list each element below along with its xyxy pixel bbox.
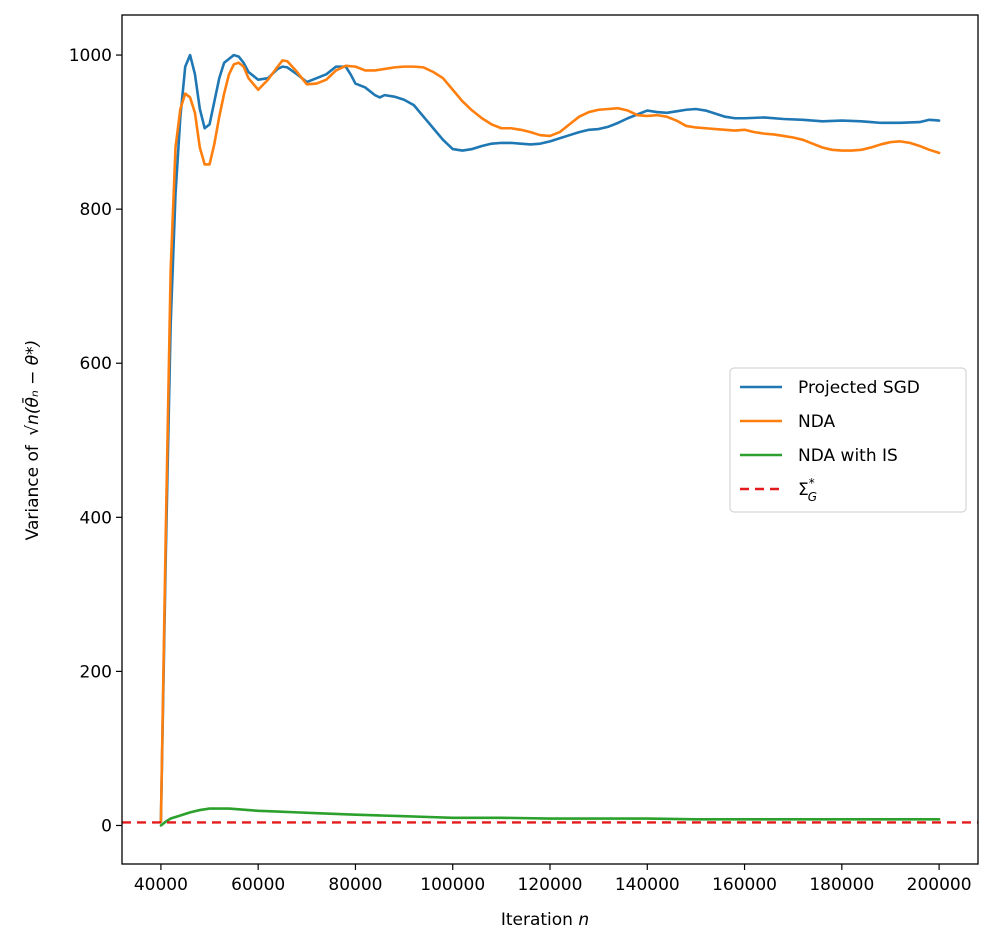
x-tick-label: 80000 <box>328 875 382 895</box>
legend: Projected SGD NDA NDA with IS Σ* G <box>729 367 967 513</box>
y-tick-label: 800 <box>80 200 112 220</box>
series-layer <box>122 53 978 827</box>
x-axis: 40000 60000 80000 100000 120000 140000 160000 1… <box>134 864 972 895</box>
x-tick-label: 100000 <box>420 875 485 895</box>
x-tick-label: 60000 <box>231 875 285 895</box>
legend-label: Σ* G <box>798 476 817 504</box>
y-tick-label: 0 <box>101 816 112 836</box>
series-line-projected-sgd <box>159 53 941 823</box>
x-tick-label: 120000 <box>518 875 583 895</box>
y-axis-title: Variance of √n(θ̄ₙ − θ*) <box>21 340 43 541</box>
y-axis: 0 200 400 600 800 1000 <box>69 46 122 836</box>
series-line-nda <box>159 59 941 823</box>
x-tick-label: 180000 <box>809 875 874 895</box>
x-tick-label: 140000 <box>615 875 680 895</box>
y-tick-label: 200 <box>80 662 112 682</box>
legend-label: Projected SGD <box>798 378 920 398</box>
x-tick-label: 200000 <box>907 875 972 895</box>
legend-label: NDA with IS <box>798 446 898 466</box>
legend-label: NDA <box>798 412 836 432</box>
y-tick-label: 600 <box>80 354 112 374</box>
x-tick-label: 40000 <box>134 875 188 895</box>
y-tick-label: 400 <box>80 508 112 528</box>
y-tick-label: 1000 <box>69 46 112 66</box>
x-axis-title: Iteration n <box>501 910 589 930</box>
legend-frame <box>729 367 967 513</box>
x-tick-label: 160000 <box>712 875 777 895</box>
series-line-nda-with-is <box>159 807 941 827</box>
